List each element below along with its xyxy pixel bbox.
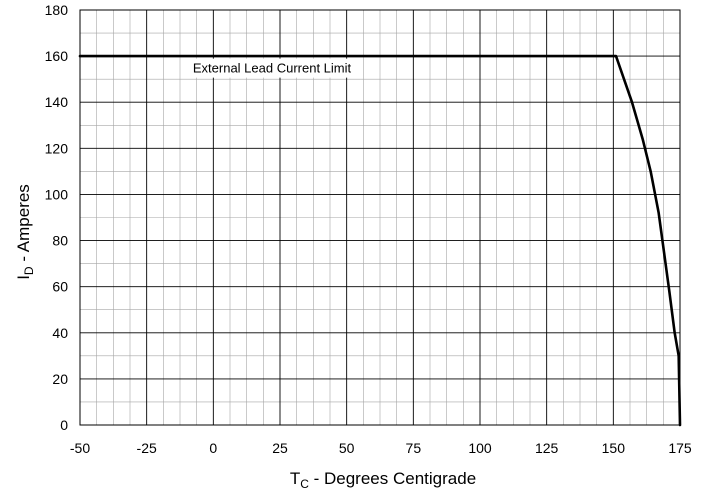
x-axis-title-rest: - Degrees Centigrade — [309, 469, 476, 488]
y-tick-label: 120 — [45, 140, 69, 156]
y-tick-label: 40 — [52, 325, 68, 341]
x-tick-label: 125 — [535, 440, 559, 456]
x-tick-label: 150 — [602, 440, 626, 456]
x-tick-label: 75 — [406, 440, 422, 456]
y-tick-label: 60 — [52, 279, 68, 295]
x-axis-title-main: T — [290, 469, 300, 488]
x-tick-label: 50 — [339, 440, 355, 456]
annotation-background — [188, 58, 356, 78]
x-tick-label: 175 — [668, 440, 692, 456]
x-tick-label: 0 — [209, 440, 217, 456]
x-axis-title: TC - Degrees Centigrade — [290, 469, 476, 490]
y-tick-label: 80 — [52, 233, 68, 249]
y-axis-title-rest: - Amperes — [14, 184, 33, 266]
y-tick-label: 0 — [60, 417, 68, 433]
annotation-text: External Lead Current Limit — [193, 61, 352, 76]
y-tick-label: 180 — [45, 2, 69, 18]
x-tick-label: -25 — [137, 440, 157, 456]
y-tick-labels: 0 20 40 60 80 100 120 140 160 180 — [45, 2, 69, 433]
plot-frame — [79, 9, 681, 426]
y-tick-label: 100 — [45, 186, 69, 202]
x-tick-label: 25 — [272, 440, 288, 456]
y-axis-title-main: I — [14, 275, 33, 280]
y-tick-label: 160 — [45, 48, 69, 64]
minor-gridlines — [80, 10, 680, 425]
annotations: External Lead Current Limit — [188, 58, 356, 78]
x-tick-label: 100 — [468, 440, 492, 456]
annotation: External Lead Current Limit — [188, 58, 356, 78]
y-axis-title: ID - Amperes — [14, 184, 36, 280]
series-lines — [78, 54, 682, 427]
x-tick-label: -50 — [70, 440, 90, 456]
x-tick-labels: -50 -25 0 25 50 75 100 125 150 175 — [70, 440, 692, 456]
x-axis-title-subscript: C — [300, 477, 309, 490]
y-tick-label: 20 — [52, 371, 68, 387]
y-tick-label: 140 — [45, 94, 69, 110]
series-line — [78, 54, 682, 427]
y-axis-title-subscript: D — [22, 266, 36, 275]
